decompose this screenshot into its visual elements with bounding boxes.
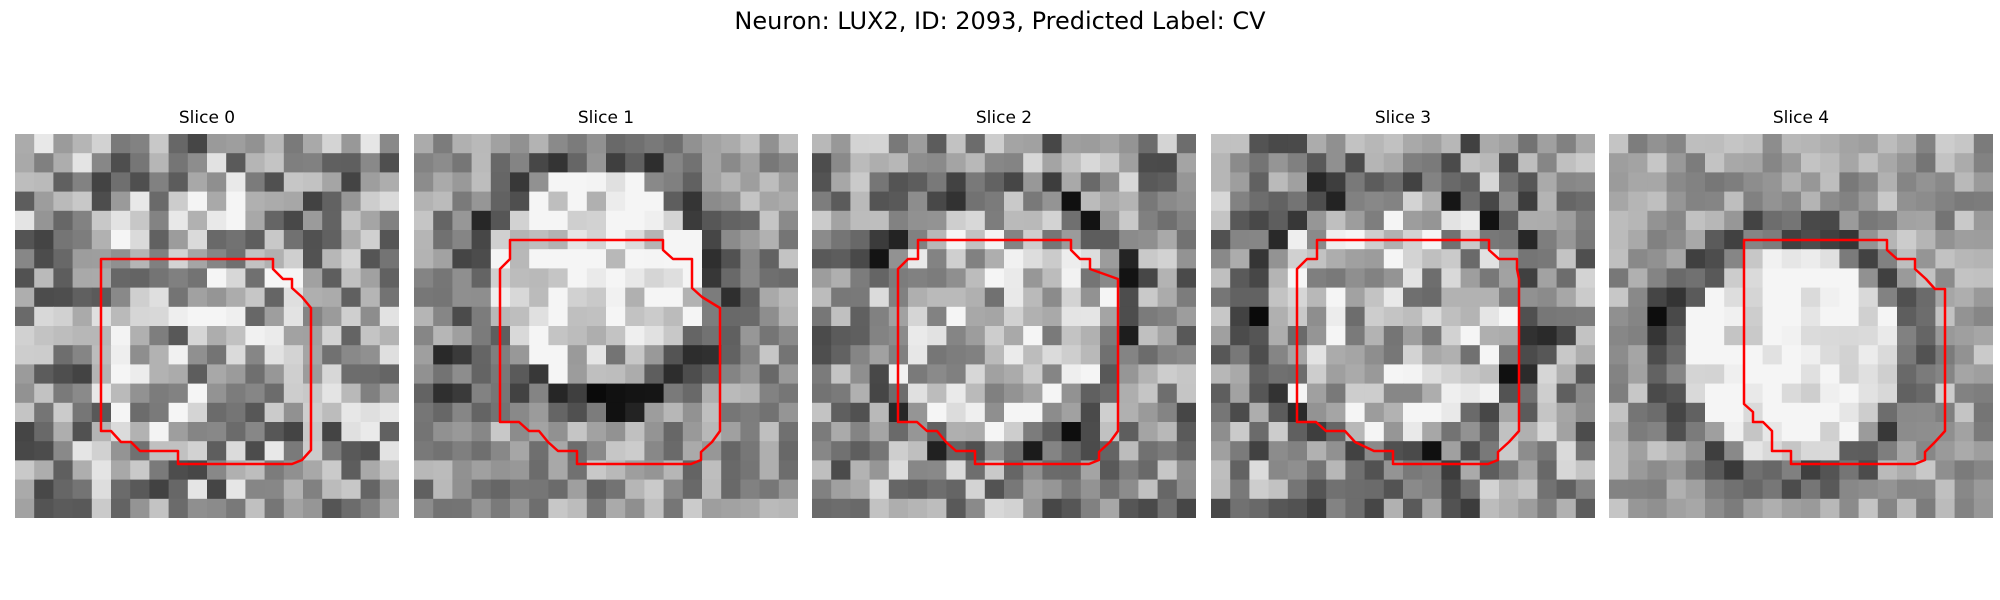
slice-title: Slice 2 [975, 108, 1033, 128]
slice-title: Slice 4 [1772, 108, 1830, 128]
slice-image [1609, 134, 1993, 518]
segmentation-outline [99, 257, 313, 466]
slice-title: Slice 0 [178, 108, 236, 128]
slice-title: Slice 3 [1374, 108, 1432, 128]
segmentation-outline [498, 238, 722, 466]
slice-image [414, 134, 798, 518]
slice-title: Slice 1 [577, 108, 635, 128]
slice-image [15, 134, 399, 518]
figure-title: Neuron: LUX2, ID: 2093, Predicted Label:… [734, 7, 1266, 35]
slice-image [812, 134, 1196, 518]
segmentation-outline [896, 238, 1120, 466]
slice-image [1211, 134, 1595, 518]
segmentation-outline [1742, 238, 1947, 466]
segmentation-outline [1295, 238, 1521, 466]
